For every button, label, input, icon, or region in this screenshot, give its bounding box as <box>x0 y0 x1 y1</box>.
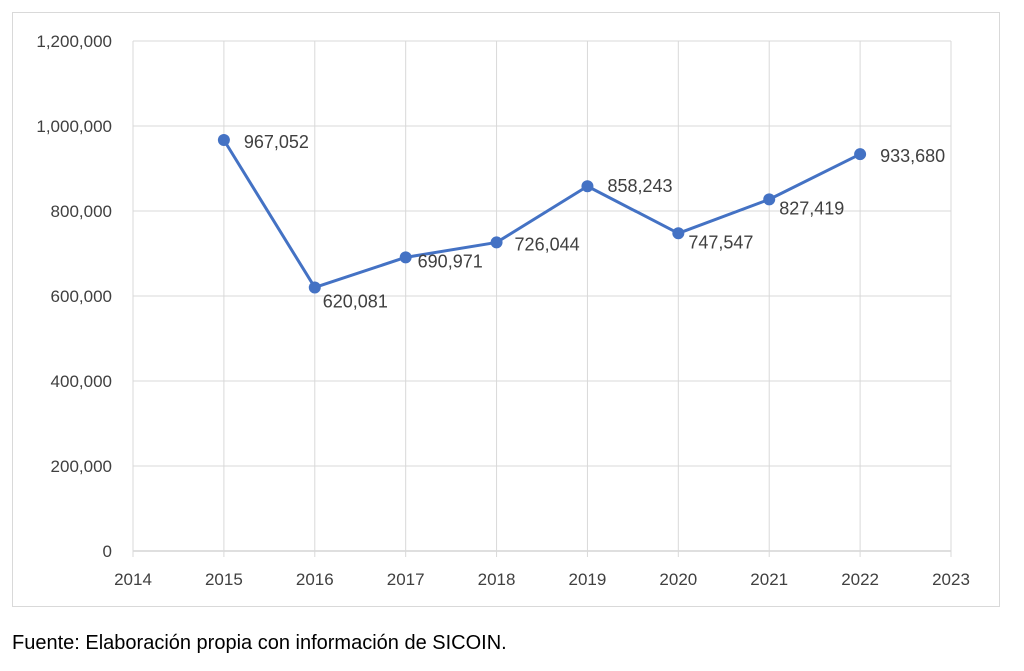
y-tick-label: 1,000,000 <box>36 117 112 136</box>
x-tick-label: 2020 <box>659 570 697 589</box>
data-point <box>399 251 412 264</box>
y-tick-label: 0 <box>103 542 112 561</box>
x-tick-label: 2018 <box>478 570 516 589</box>
series-line <box>222 139 861 289</box>
x-tick-label: 2015 <box>205 570 243 589</box>
x-tick-label: 2014 <box>114 570 152 589</box>
data-label: 933,680 <box>880 146 945 166</box>
y-tick-label: 1,200,000 <box>36 32 112 51</box>
y-tick-label: 200,000 <box>51 457 112 476</box>
data-point <box>217 134 230 147</box>
x-tick-label: 2021 <box>750 570 788 589</box>
data-point <box>672 227 685 240</box>
data-point <box>490 236 503 249</box>
chart-frame <box>12 12 1000 607</box>
data-point <box>581 180 594 193</box>
x-tick-label: 2022 <box>841 570 879 589</box>
data-label: 690,971 <box>418 251 483 271</box>
data-label: 858,243 <box>607 176 672 196</box>
data-point <box>854 148 867 161</box>
data-label: 726,044 <box>515 234 580 254</box>
source-caption: Fuente: Elaboración propia con informaci… <box>12 632 507 654</box>
x-tick-label: 2017 <box>387 570 425 589</box>
y-tick-label: 400,000 <box>51 372 112 391</box>
x-tick-label: 2023 <box>932 570 970 589</box>
data-label: 827,419 <box>779 198 844 218</box>
data-label: 747,547 <box>688 232 753 252</box>
data-point <box>763 193 776 206</box>
data-label: 620,081 <box>323 291 388 311</box>
data-label: 967,052 <box>244 132 309 152</box>
x-tick-label: 2016 <box>296 570 334 589</box>
y-tick-label: 800,000 <box>51 202 112 221</box>
x-tick-label: 2019 <box>569 570 607 589</box>
data-point <box>308 281 321 294</box>
y-tick-label: 600,000 <box>51 287 112 306</box>
